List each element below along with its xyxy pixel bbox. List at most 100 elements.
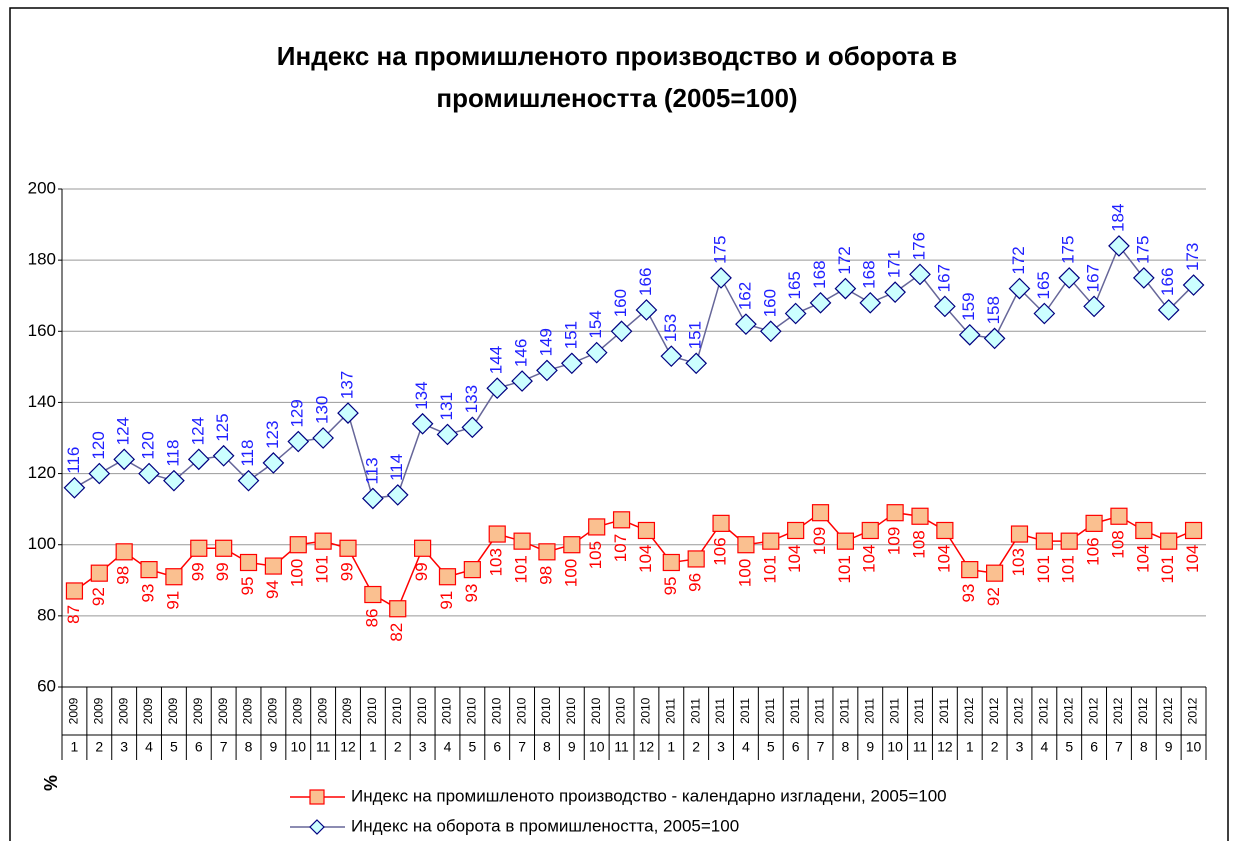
data-point [337,402,359,424]
data-label: 137 [337,371,356,399]
x-year-label: 2010 [639,697,653,724]
data-label: 109 [885,527,904,555]
data-point [215,539,233,557]
data-label: 125 [213,413,232,441]
data-point [585,341,608,364]
x-year-label: 2010 [589,697,603,724]
x-tick-label: 3 [1016,739,1024,755]
x-tick-label: 6 [1090,739,1098,755]
data-point [389,600,407,618]
data-point [538,543,556,561]
x-year-label: 2011 [838,698,852,724]
data-label: 98 [114,566,133,585]
x-tick-label: 11 [614,739,629,755]
data-point [737,536,755,554]
x-tick-label: 9 [1165,739,1173,755]
data-point [958,323,981,346]
data-point [1010,525,1029,543]
x-tick-label: 4 [742,739,750,755]
x-tick-label: 11 [913,739,928,755]
legend-label: Индекс на промишленото производство - ка… [351,786,947,805]
x-year-label: 2009 [266,697,280,724]
data-point [461,416,484,439]
data-point [438,568,457,586]
x-year-label: 2012 [962,697,976,724]
x-tick-label: 11 [316,739,331,755]
x-tick-label: 5 [767,739,775,755]
data-label: 146 [512,339,531,367]
x-year-label: 2009 [241,697,255,724]
data-label: 101 [835,555,854,583]
data-point [386,484,409,506]
data-label: 104 [1133,544,1152,572]
data-point [1033,302,1056,325]
data-point [1060,532,1078,550]
x-tick-label: 3 [120,739,128,755]
x-tick-label: 7 [817,739,825,755]
x-year-label: 2011 [663,698,677,724]
x-tick-label: 7 [220,739,228,755]
data-point [1132,267,1155,289]
data-label: 159 [959,292,978,320]
data-label: 104 [934,544,953,572]
x-year-label: 2012 [1186,697,1200,724]
x-tick-label: 6 [792,739,800,755]
x-tick-label: 8 [1140,739,1148,755]
data-label: 124 [114,417,133,445]
data-label: 131 [437,392,456,420]
data-label: 104 [860,544,879,572]
x-tick-label: 10 [290,739,306,755]
data-label: 144 [487,346,506,374]
data-label: 96 [686,573,705,592]
data-point [237,469,260,492]
data-point [936,521,954,540]
data-label: 116 [64,447,83,474]
x-tick-label: 2 [394,739,402,755]
y-tick-label: 160 [28,321,56,340]
data-point [165,568,183,586]
x-tick-label: 1 [369,739,377,755]
data-point [735,313,757,336]
data-point [436,423,459,446]
data-label: 171 [885,250,904,278]
data-label: 134 [412,381,431,409]
data-point [834,277,857,300]
data-point [983,327,1006,350]
data-label: 165 [1034,271,1053,299]
data-label: 101 [760,555,779,583]
x-year-label: 2010 [390,697,404,724]
data-point [411,412,434,435]
data-label: 93 [462,584,481,603]
data-label: 109 [810,527,829,555]
x-tick-label: 4 [145,739,153,755]
data-point [239,553,258,572]
data-point [909,263,931,286]
data-label: 91 [437,591,456,610]
data-label: 93 [139,584,158,603]
data-label: 104 [636,544,655,572]
series-line [74,244,1195,500]
x-year-label: 2009 [340,697,354,724]
x-year-label: 2010 [415,697,429,724]
data-label: 154 [586,310,605,338]
data-point [513,532,531,550]
data-label: 123 [263,421,282,449]
data-label: 100 [561,559,580,587]
x-tick-label: 1 [71,739,79,755]
data-point [88,462,111,485]
data-point [662,553,680,572]
data-point [1085,514,1103,532]
x-tick-label: 7 [518,739,526,755]
data-label: 86 [362,609,381,628]
data-label: 176 [909,232,928,260]
x-tick-label: 8 [245,739,253,755]
x-year-label: 2012 [1037,697,1051,724]
x-year-label: 2011 [713,698,727,724]
x-tick-label: 3 [717,739,725,755]
data-label: 91 [163,591,182,610]
data-label: 166 [1158,268,1177,296]
x-tick-label: 9 [568,739,576,755]
legend-marker [309,819,325,835]
data-label: 168 [810,260,829,288]
